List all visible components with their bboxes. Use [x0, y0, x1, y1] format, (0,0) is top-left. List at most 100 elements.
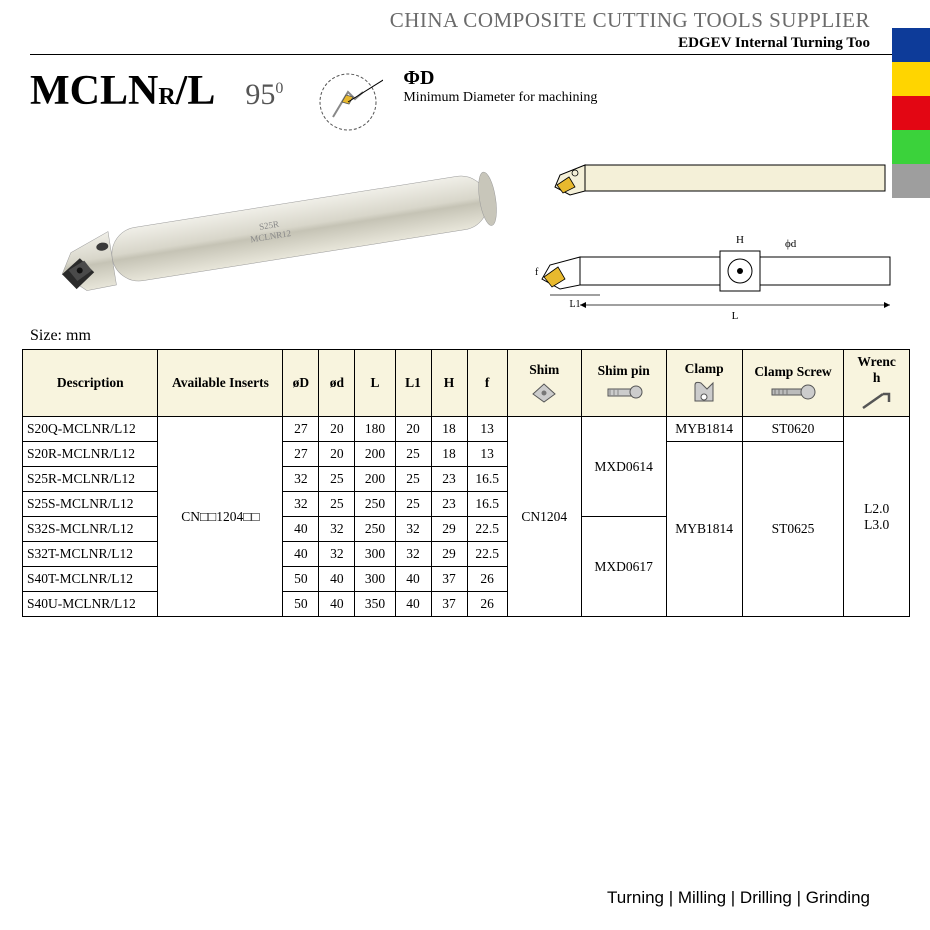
col-header: øD [283, 350, 319, 417]
cell: 200 [355, 467, 395, 492]
cell: 300 [355, 567, 395, 592]
color-tab[interactable] [892, 62, 930, 96]
cell: 23 [431, 467, 467, 492]
cell: 13 [467, 417, 507, 442]
schematic-side-icon [545, 147, 905, 207]
cell: 16.5 [467, 492, 507, 517]
cell-shimpin: MXD0614 [581, 417, 666, 517]
cell-shimpin: MXD0617 [581, 517, 666, 617]
size-label: Size: mm [0, 327, 930, 349]
tool-photo: S25R MCLNR12 [30, 147, 500, 317]
cell: 27 [283, 417, 319, 442]
product-title: MCLNR/L 950 [30, 67, 283, 115]
cell: 18 [431, 417, 467, 442]
cell: 22.5 [467, 517, 507, 542]
col-header: Shim [507, 350, 581, 417]
cell: 37 [431, 567, 467, 592]
col-header: Description [23, 350, 158, 417]
angle-sup: 0 [275, 80, 283, 97]
cell: 16.5 [467, 467, 507, 492]
cell: 300 [355, 542, 395, 567]
cell: 25 [395, 492, 431, 517]
cell: 18 [431, 442, 467, 467]
schematic-dims-icon: H ϕd L L1 f [530, 227, 920, 327]
cell: 350 [355, 592, 395, 617]
cell: 25 [395, 467, 431, 492]
cell-desc: S32S-MCLNR/L12 [23, 517, 158, 542]
cell: 32 [395, 542, 431, 567]
col-header: Wrench [844, 350, 910, 417]
cell: 32 [283, 467, 319, 492]
min-dia-label: Minimum Diameter for machining [403, 90, 597, 106]
cell-desc: S25S-MCLNR/L12 [23, 492, 158, 517]
cell: 32 [395, 517, 431, 542]
cell: 25 [395, 442, 431, 467]
cell: 22.5 [467, 542, 507, 567]
subtitle-text: EDGEV Internal Turning Too [0, 35, 870, 52]
cell: 32 [283, 492, 319, 517]
cell: 26 [467, 592, 507, 617]
col-header: Clamp Screw [742, 350, 844, 417]
cell-desc: S20Q-MCLNR/L12 [23, 417, 158, 442]
table-row: S20R-MCLNR/L122720200251813MYB1814ST0625 [23, 442, 910, 467]
cell-desc: S20R-MCLNR/L12 [23, 442, 158, 467]
cell-wrench: L2.0 L3.0 [844, 417, 910, 617]
cell: 32 [319, 517, 355, 542]
cell: 40 [283, 542, 319, 567]
spec-table: DescriptionAvailable InsertsøDødLL1HfShi… [22, 349, 910, 617]
cell: 40 [319, 592, 355, 617]
cell: 26 [467, 567, 507, 592]
cell: 50 [283, 592, 319, 617]
phi-label: ΦD [403, 67, 597, 90]
cell: 32 [319, 542, 355, 567]
cell: 37 [431, 592, 467, 617]
svg-text:ϕd: ϕd [785, 238, 797, 250]
tool-images: S25R MCLNR12 H ϕd L L1 f [0, 137, 930, 327]
cell: 40 [395, 592, 431, 617]
cell-clampscrew: ST0620 [742, 417, 844, 442]
color-tab[interactable] [892, 130, 930, 164]
color-tabs [892, 28, 930, 198]
svg-text:L: L [732, 310, 739, 322]
phi-block: ΦD Minimum Diameter for machining [403, 67, 597, 106]
cell-desc: S40U-MCLNR/L12 [23, 592, 158, 617]
color-tab[interactable] [892, 164, 930, 198]
cell: 200 [355, 442, 395, 467]
cell: 25 [319, 492, 355, 517]
col-header: L1 [395, 350, 431, 417]
angle-val: 95 [245, 78, 275, 111]
svg-text:L1: L1 [569, 299, 580, 310]
cell: 180 [355, 417, 395, 442]
cell-inserts: CN□□1204□□ [158, 417, 283, 617]
col-header: H [431, 350, 467, 417]
col-header: Clamp [666, 350, 742, 417]
color-tab[interactable] [892, 96, 930, 130]
svg-text:f: f [535, 267, 539, 278]
cell: 20 [395, 417, 431, 442]
col-header: Available Inserts [158, 350, 283, 417]
bore-diagram-icon [313, 67, 383, 137]
col-header: ød [319, 350, 355, 417]
cell: 25 [319, 467, 355, 492]
title-row: MCLNR/L 950 ΦD Minimum Diameter for mach… [0, 55, 930, 137]
footer-text: Turning | Milling | Drilling | Grinding [607, 888, 870, 908]
cell: 13 [467, 442, 507, 467]
table-header-row: DescriptionAvailable InsertsøDødLL1HfShi… [23, 350, 910, 417]
cell: 20 [319, 442, 355, 467]
cell: 50 [283, 567, 319, 592]
cell: 20 [319, 417, 355, 442]
tool-schematics: H ϕd L L1 f [530, 147, 920, 327]
col-header: f [467, 350, 507, 417]
model-suffix: /L [176, 67, 216, 115]
cell-clamp: MYB1814 [666, 442, 742, 617]
cell-desc: S40T-MCLNR/L12 [23, 567, 158, 592]
color-tab[interactable] [892, 28, 930, 62]
cell: 23 [431, 492, 467, 517]
supplier-text: CHINA COMPOSITE CUTTING TOOLS SUPPLIER [0, 8, 870, 33]
table-row: S20Q-MCLNR/L12CN□□1204□□2720180201813CN1… [23, 417, 910, 442]
cell: 40 [283, 517, 319, 542]
table-body: S20Q-MCLNR/L12CN□□1204□□2720180201813CN1… [23, 417, 910, 617]
cell: 40 [395, 567, 431, 592]
col-header: Shim pin [581, 350, 666, 417]
col-header: L [355, 350, 395, 417]
